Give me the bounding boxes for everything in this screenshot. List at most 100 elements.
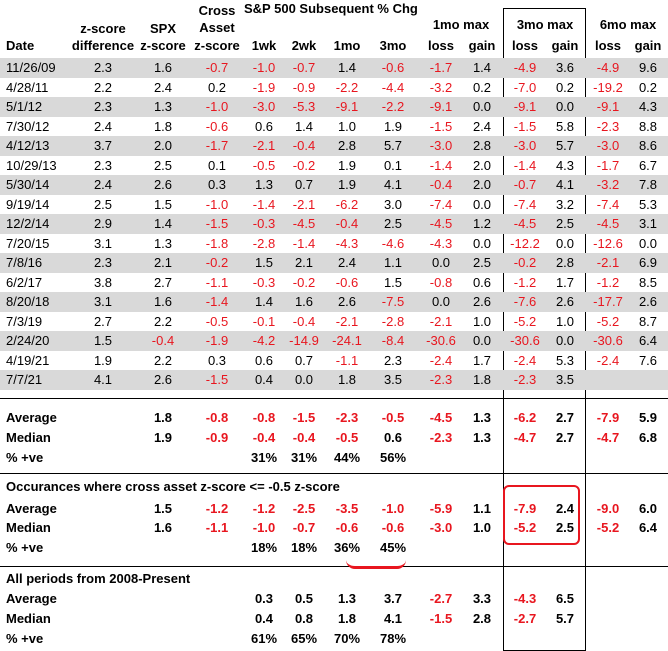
cell-zdiff: 3.1 xyxy=(93,294,113,309)
cell-l6: -3.2 xyxy=(596,177,620,192)
cell-w1: 0.6 xyxy=(254,352,274,368)
header-3mo: 3mo xyxy=(379,38,407,53)
cell-cross: -1.8 xyxy=(205,235,229,251)
cell-l6: -4.9 xyxy=(596,60,620,75)
cell-g1: 1.3 xyxy=(472,430,492,445)
cell-cross: 0.3 xyxy=(207,177,227,192)
cell-date: Average xyxy=(6,591,57,606)
cell-spx: 1.5 xyxy=(153,196,173,212)
divider-top xyxy=(0,398,668,399)
cell-zdiff: 4.1 xyxy=(93,372,113,387)
cell-g3: 1.7 xyxy=(555,274,575,290)
cell-w2: -0.2 xyxy=(292,157,316,173)
box-right-border xyxy=(585,8,586,651)
divider-middle xyxy=(0,473,668,474)
cell-w2: -0.4 xyxy=(292,138,316,153)
cell-g1: 1.7 xyxy=(472,352,492,368)
cell-w1: 18% xyxy=(250,540,278,555)
cell-cross: 0.1 xyxy=(207,157,227,173)
cell-l6: -9.0 xyxy=(596,501,620,516)
cell-w2: -4.5 xyxy=(292,216,316,231)
highlight-box-3mo-max xyxy=(503,485,580,545)
cell-m1: 2.8 xyxy=(337,138,357,153)
cell-m1: 2.4 xyxy=(337,255,357,270)
cell-spx: 2.4 xyxy=(153,79,173,95)
cell-spx: 2.7 xyxy=(153,274,173,290)
cell-m3: 1.5 xyxy=(383,274,403,290)
cell-m3: -4.6 xyxy=(381,235,405,251)
cell-w2: -0.9 xyxy=(292,79,316,95)
cell-w2: 65% xyxy=(290,631,318,646)
cell-cross: -1.2 xyxy=(205,501,229,516)
cell-m3: 3.5 xyxy=(383,372,403,387)
cell-m1: 1.9 xyxy=(337,177,357,192)
cell-m3: -1.0 xyxy=(381,501,405,516)
summary-row-median: Median 1.6 -1.1 -1.0 -0.7 -0.6 -0.6 -3.0 1.0 -5.2… xyxy=(0,518,668,538)
cell-g3: 0.0 xyxy=(555,333,575,348)
header-1wk: 1wk xyxy=(251,38,277,53)
cell-cross: -1.0 xyxy=(205,99,229,114)
cell-l6: -7.9 xyxy=(596,410,620,425)
cell-w1: 0.4 xyxy=(254,611,274,626)
table-row: 5/30/14 2.4 2.6 0.3 1.3 0.7 1.9 4.1 -0.4 2.0 -0.7 4… xyxy=(0,175,668,195)
cell-w2: 1.6 xyxy=(294,294,314,309)
cell-w1: -1.4 xyxy=(252,196,276,212)
cell-m3: 4.1 xyxy=(383,177,403,192)
cell-m3: -4.4 xyxy=(381,79,405,95)
cell-m3: -0.6 xyxy=(381,520,405,535)
cell-g1: 2.0 xyxy=(472,157,492,173)
cell-m3: -7.5 xyxy=(381,294,405,309)
cell-g6: 6.0 xyxy=(638,501,658,516)
cell-m1: 1.8 xyxy=(337,372,357,387)
cell-w1: -1.2 xyxy=(252,501,276,516)
cell-zdiff: 3.8 xyxy=(93,274,113,290)
cell-zdiff: 2.2 xyxy=(93,79,113,95)
cell-m1: -6.2 xyxy=(335,196,359,212)
cell-l3: -5.2 xyxy=(513,313,537,329)
header-3mo-gain: gain xyxy=(551,38,579,53)
cell-l6: -5.2 xyxy=(596,313,620,329)
cell-m3: 1.1 xyxy=(383,255,403,270)
cell-g6: 8.5 xyxy=(638,274,658,290)
cell-g6: 6.8 xyxy=(638,430,658,445)
summary-row-pct-positive: % +ve 18% 18% 36% 45% xyxy=(0,538,668,558)
table-row: 4/28/11 2.2 2.4 0.2 -1.9 -0.9 -2.2 -4.4 -3.2 0.2-… xyxy=(0,78,668,98)
header-date: Date xyxy=(6,38,35,53)
header-zdiff-bottom: difference xyxy=(71,38,135,53)
cell-date: 10/29/13 xyxy=(6,157,57,173)
cell-l1: -3.2 xyxy=(429,79,453,95)
cell-l1: -5.9 xyxy=(429,501,453,516)
cell-m3: 1.9 xyxy=(383,118,403,134)
header-3mo-loss: loss xyxy=(511,38,538,53)
cell-date: % +ve xyxy=(6,631,44,646)
table-row: 8/20/18 3.1 1.6 -1.4 1.4 1.6 2.6 -7.5 0.0 2.6 -7.6… xyxy=(0,292,668,312)
cell-g1: 2.5 xyxy=(472,255,492,270)
highlight-underline-3mo-pct xyxy=(346,560,406,569)
cell-spx: 1.8 xyxy=(153,118,173,134)
cell-m1: -2.3 xyxy=(335,410,359,425)
cell-l3: -4.9 xyxy=(513,60,537,75)
cell-zdiff: 2.3 xyxy=(93,157,113,173)
cell-date: 7/20/15 xyxy=(6,235,50,251)
cell-zdiff: 2.4 xyxy=(93,118,113,134)
table-row: 7/3/19 2.7 2.2 -0.5 -0.1 -0.4 -2.1 -2.8 -2.1 1.0 -… xyxy=(0,312,668,332)
cell-l3: -12.2 xyxy=(510,235,540,251)
table-row: 4/12/13 3.7 2.0 -1.7 -2.1 -0.4 2.8 5.7 -3.0 2.8 -3… xyxy=(0,136,668,156)
cell-l3: -4.3 xyxy=(513,591,537,606)
cell-l1: -3.0 xyxy=(429,138,453,153)
cell-w1: -3.0 xyxy=(252,99,276,114)
cell-zdiff: 2.7 xyxy=(93,313,113,329)
header-1mo-max: 1mo max xyxy=(432,17,490,32)
cell-m1: 1.4 xyxy=(337,60,357,75)
cell-g3: 2.7 xyxy=(555,410,575,425)
table-row: 5/1/12 2.3 1.3 -1.0 -3.0 -5.3 -9.1 -2.2 -9.1 0.0 -… xyxy=(0,97,668,117)
cell-w2: 0.8 xyxy=(294,611,314,626)
cell-l3: -1.4 xyxy=(513,157,537,173)
cell-w1: 0.4 xyxy=(254,372,274,387)
cell-g1: 0.0 xyxy=(472,235,492,251)
cell-l3: -6.2 xyxy=(513,410,537,425)
cell-w2: 18% xyxy=(290,540,318,555)
cell-l3: -3.0 xyxy=(513,138,537,153)
cell-cross: -0.7 xyxy=(205,60,229,75)
box-top-border xyxy=(503,8,586,9)
